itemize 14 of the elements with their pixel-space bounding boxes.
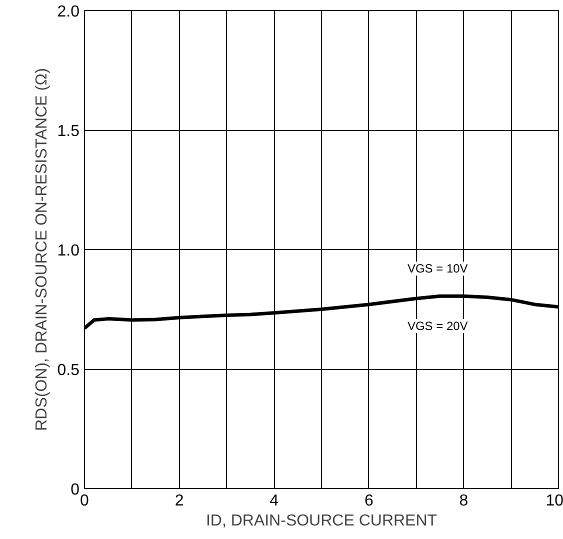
x-tick-label: 10	[546, 492, 563, 510]
x-axis-title: ID, DRAIN-SOURCE CURRENT	[206, 512, 438, 530]
y-tick-label: 0.5	[57, 362, 80, 379]
y-axis-title: RDS(ON), DRAIN-SOURCE ON-RESISTANCE (Ω)	[33, 68, 50, 431]
x-tick-label: 2	[174, 492, 184, 510]
x-tick-label: 4	[270, 492, 279, 510]
x-tick-label: 8	[459, 492, 468, 510]
x-tick-label: 6	[364, 492, 374, 510]
text: 2.0	[57, 4, 80, 20]
text: 1.0	[57, 242, 80, 260]
y-tick-label: 0	[70, 482, 80, 498]
y-tick-label: 1.5	[57, 123, 80, 140]
annotation: VGS = 20V	[407, 318, 468, 333]
annotation: VGS = 10V	[407, 262, 468, 276]
